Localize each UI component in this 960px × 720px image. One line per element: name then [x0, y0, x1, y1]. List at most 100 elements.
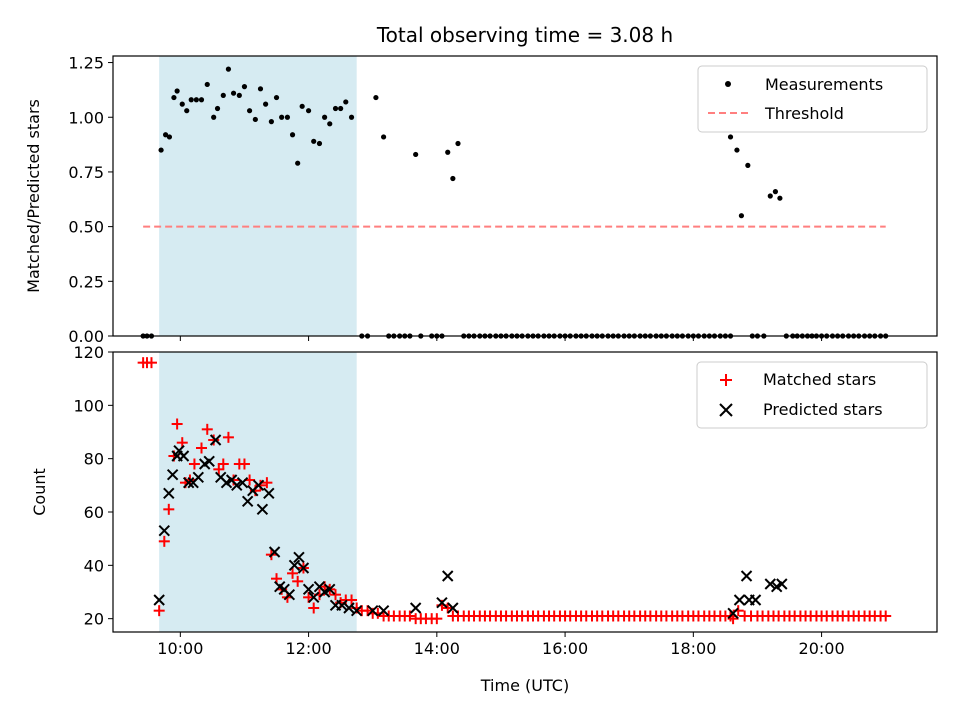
measurement-point: [373, 94, 379, 101]
measurement-point: [311, 138, 317, 144]
y-tick-label: 0.25: [68, 272, 104, 291]
x-marker-b: [278, 583, 290, 596]
bottom-y-axis-label: Count: [30, 468, 49, 516]
predicted-star-point: [749, 594, 762, 606]
matched-star-point: [261, 477, 273, 489]
measurement-point: [198, 97, 205, 103]
x-marker-b: [209, 434, 222, 446]
x-marker-b: [336, 599, 348, 612]
matched-star-point: [222, 431, 234, 443]
measurement-point: [211, 114, 217, 120]
measurement-point: [279, 114, 285, 120]
x-marker-b: [203, 455, 215, 468]
measurement-point: [263, 101, 269, 107]
measurement-point: [316, 140, 323, 147]
matched-star-point: [171, 418, 183, 430]
measurement-point: [214, 105, 221, 112]
matched-star-point: [442, 602, 454, 614]
top-panel: 0.00 0.25 0.50 0.75 1.00 1.25 Total observing…: [24, 23, 938, 346]
matched-star-point: [346, 594, 358, 606]
x-marker-b: [231, 479, 243, 492]
predicted-star-point: [409, 602, 422, 614]
predicted-star-point: [436, 596, 448, 609]
measurement-point: [284, 114, 291, 120]
x-marker-b: [727, 607, 739, 620]
top-legend-box: [697, 65, 928, 133]
bottom-axes-frame: [112, 351, 938, 633]
x-marker-b: [313, 580, 326, 593]
matched-star-point: [330, 589, 342, 601]
x-marker-b: [256, 503, 269, 516]
predicted-star-point: [442, 570, 454, 582]
measurement-point: [162, 132, 169, 138]
measurement-point: [174, 88, 180, 94]
predicted-star-point: [283, 588, 296, 601]
y-tick-label: 100: [73, 396, 104, 415]
measurement-point: [338, 105, 344, 112]
top-x-ticks: [179, 336, 823, 341]
x-marker-b: [166, 468, 179, 481]
measurement-point: [289, 132, 296, 138]
measurement-point: [348, 114, 355, 120]
measurement-point: [230, 90, 237, 96]
predicted-star-point: [182, 476, 195, 489]
measurement-point: [413, 151, 419, 158]
predicted-star-point: [324, 583, 336, 596]
measurement-point: [738, 213, 745, 219]
measurement-point: [305, 108, 312, 114]
x-tick-label: 12:00: [286, 639, 332, 658]
predicted-star-point: [302, 583, 315, 596]
predicted-star-point: [263, 487, 275, 500]
measurement-point: [166, 134, 173, 140]
x-marker-b: [283, 588, 296, 601]
shaded-span-rect: [159, 56, 357, 336]
predicted-star-point: [209, 434, 222, 446]
x-marker-b: [252, 479, 265, 492]
x-marker-b: [268, 546, 281, 558]
predicted-star-point: [764, 578, 776, 590]
bottom-x-ticks: 10:00 12:00 14:00 16:00 18:00 20:00: [157, 632, 845, 658]
x-tick-label: 20:00: [799, 639, 845, 658]
measurement-point: [772, 189, 779, 195]
matched-star-point: [188, 458, 200, 470]
legend-measurements-marker: [725, 81, 731, 87]
matched-star-point: [195, 442, 207, 454]
y-tick-label: 20: [84, 610, 104, 629]
top-axes-frame: [112, 55, 938, 337]
top-y-ticks: 0.00 0.25 0.50 0.75 1.00 1.25: [68, 54, 113, 346]
x-marker-b: [302, 583, 315, 596]
predicted-star-point: [308, 591, 320, 604]
measurement-point: [455, 140, 461, 147]
x-marker-b: [177, 450, 190, 462]
matched-star-point: [362, 605, 374, 617]
measurement-point: [777, 195, 783, 201]
x-marker-b: [158, 524, 171, 537]
predicted-star-point: [166, 468, 179, 481]
predicted-star-point: [252, 479, 265, 492]
y-tick-label: 1.25: [68, 54, 104, 73]
measurement-point: [445, 149, 451, 155]
predicted-star-point: [158, 524, 171, 537]
predicted-star-point: [192, 471, 204, 484]
predicted-star-point: [177, 450, 190, 462]
matched-star-point: [238, 458, 250, 470]
x-marker-b: [308, 591, 320, 604]
measurement-point: [767, 193, 773, 199]
y-tick-label: 60: [84, 503, 104, 522]
measurement-point: [236, 92, 242, 98]
matched-star-point: [158, 535, 170, 547]
measurement-point: [299, 103, 305, 109]
y-tick-label: 80: [84, 450, 104, 469]
x-marker-b: [263, 487, 275, 500]
measurement-point: [727, 134, 734, 140]
predicted-star-point: [256, 503, 269, 516]
measurement-point: [257, 86, 264, 92]
predicted-star-point: [366, 604, 379, 617]
x-tick-label: 16:00: [542, 639, 588, 658]
measurement-point: [327, 121, 333, 127]
x-marker-b: [343, 602, 355, 614]
bottom-legend: Matched stars Predicted stars: [696, 361, 928, 429]
x-marker-b: [409, 602, 422, 614]
predicted-star-point: [447, 602, 459, 614]
measurement-point: [322, 114, 328, 120]
